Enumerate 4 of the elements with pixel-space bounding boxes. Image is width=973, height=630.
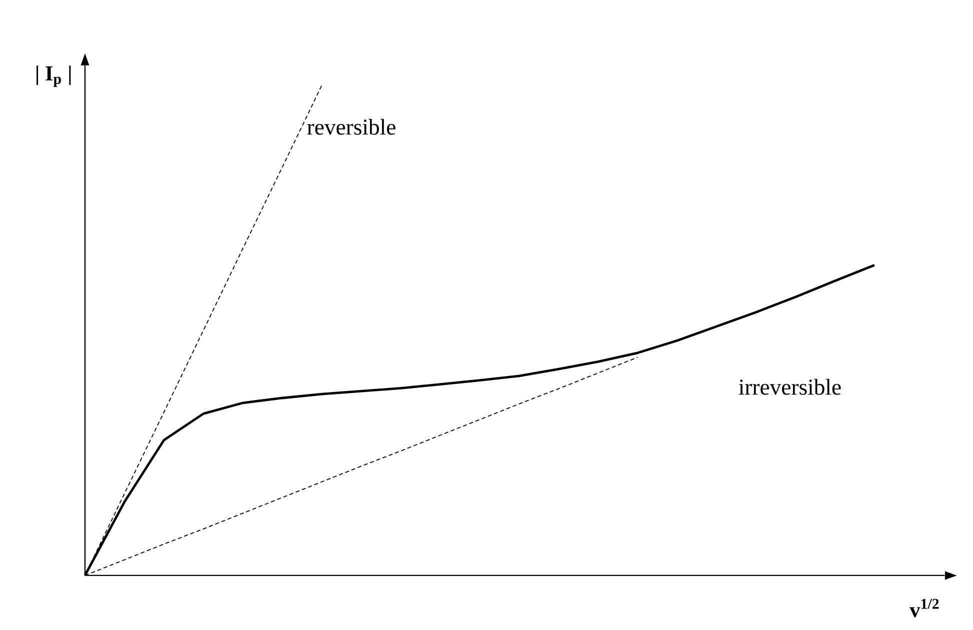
annotation: reversible <box>307 118 396 135</box>
y-axis-title: | I$_{p}$ | <box>36 65 71 87</box>
annotation: irreversible <box>738 378 841 395</box>
x-axis-title: v$^{1/2}$ <box>910 598 939 618</box>
